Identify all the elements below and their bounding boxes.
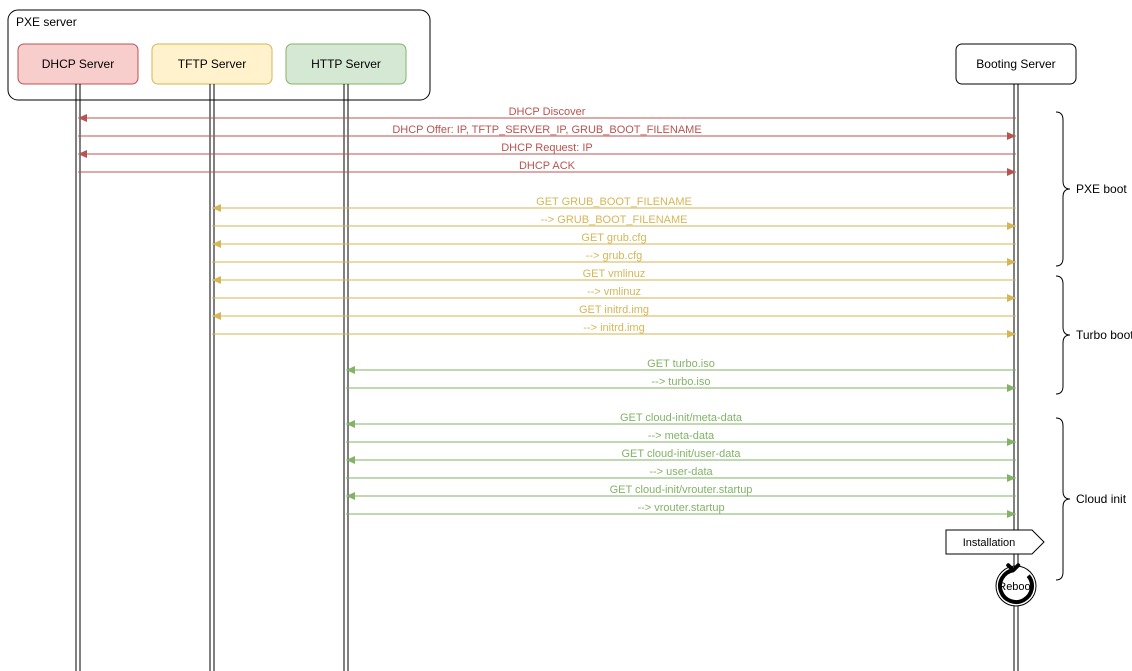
message-label: DHCP Offer: IP, TFTP_SERVER_IP, GRUB_BOO… bbox=[392, 124, 701, 136]
message-label: DHCP ACK bbox=[519, 160, 576, 172]
phase-brace bbox=[1056, 112, 1070, 266]
actor-http-label: HTTP Server bbox=[311, 57, 381, 71]
phase-label: Cloud init bbox=[1076, 492, 1127, 506]
message-label: --> user-data bbox=[649, 466, 713, 478]
message-label: --> meta-data bbox=[648, 430, 715, 442]
actor-tftp-label: TFTP Server bbox=[178, 57, 246, 71]
message-label: --> turbo.iso bbox=[652, 376, 711, 388]
message-label: GET cloud-init/meta-data bbox=[620, 412, 743, 424]
message-label: GET cloud-init/user-data bbox=[621, 448, 741, 460]
message-label: DHCP Discover bbox=[509, 106, 586, 118]
phase-brace bbox=[1056, 418, 1070, 580]
message-label: DHCP Request: IP bbox=[501, 142, 593, 154]
message-label: GET initrd.img bbox=[579, 304, 649, 316]
phase-brace bbox=[1056, 276, 1070, 394]
actor-dhcp-label: DHCP Server bbox=[42, 57, 114, 71]
message-label: --> vmlinuz bbox=[587, 286, 641, 298]
sequence-diagram: PXE server DHCP Server TFTP Server HTTP Ser… bbox=[0, 0, 1132, 671]
message-label: --> GRUB_BOOT_FILENAME bbox=[540, 214, 687, 226]
phase-label: PXE boot bbox=[1076, 182, 1127, 196]
actor-boot-label: Booting Server bbox=[976, 57, 1055, 71]
message-label: GET GRUB_BOOT_FILENAME bbox=[536, 196, 692, 208]
message-label: --> vrouter.startup bbox=[637, 502, 724, 514]
phase-label: Turbo boot bbox=[1076, 328, 1132, 342]
pxe-server-group-label: PXE server bbox=[16, 15, 77, 29]
installation-note-label: Installation bbox=[963, 537, 1016, 549]
message-label: GET grub.cfg bbox=[581, 232, 646, 244]
message-label: GET vmlinuz bbox=[583, 268, 646, 280]
reboot-label: Reboot bbox=[998, 581, 1033, 593]
message-label: GET cloud-init/vrouter.startup bbox=[610, 484, 753, 496]
message-label: --> initrd.img bbox=[583, 322, 644, 334]
message-label: GET turbo.iso bbox=[647, 358, 715, 370]
message-label: --> grub.cfg bbox=[586, 250, 643, 262]
